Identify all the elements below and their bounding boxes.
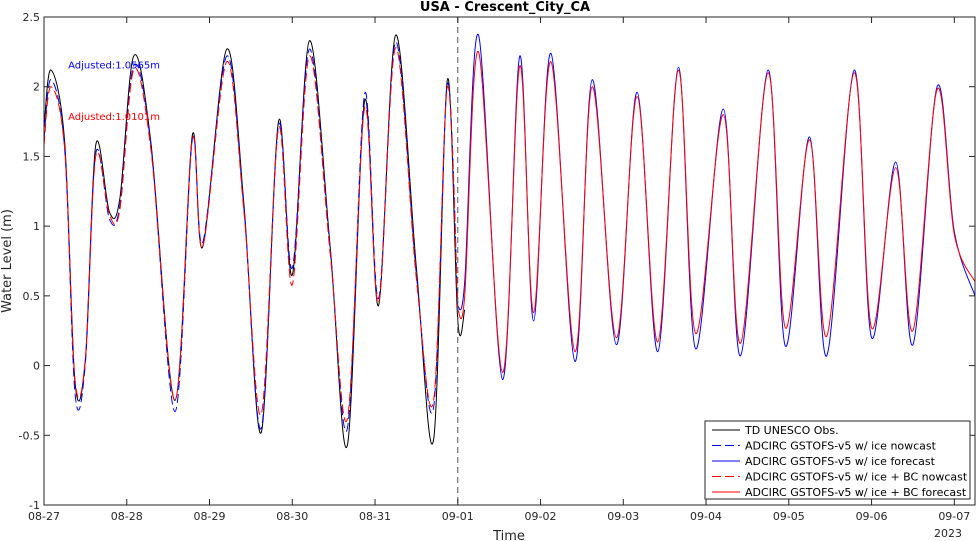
adjusted-annotation-1: Adjusted:1.0101m <box>68 112 160 123</box>
x-tick-label: 08-30 <box>276 510 308 523</box>
y-tick-label: -1 <box>29 499 40 512</box>
y-tick-label: 0 <box>33 360 40 373</box>
x-tick-label: 09-03 <box>607 510 639 523</box>
y-tick-label: 2 <box>33 81 40 94</box>
series-line-1 <box>44 41 459 432</box>
series-line-2 <box>457 34 975 381</box>
legend-entry: ADCIRC GSTOFS-v5 w/ ice + BC forecast <box>745 486 967 499</box>
series-line-0 <box>44 34 466 449</box>
series-line-4 <box>457 51 975 374</box>
y-axis-title: Water Level (m) <box>0 209 15 313</box>
x-tick-label: 08-29 <box>194 510 226 523</box>
legend: TD UNESCO Obs. ADCIRC GSTOFS-v5 w/ ice no… <box>704 420 971 500</box>
legend-box <box>704 420 971 500</box>
x-tick-label: 09-05 <box>773 510 805 523</box>
legend-entry: ADCIRC GSTOFS-v5 w/ ice forecast <box>745 455 936 468</box>
year-label: 2023 <box>934 527 962 540</box>
legend-entry: ADCIRC GSTOFS-v5 w/ ice nowcast <box>745 440 937 453</box>
x-tick-label: 08-27 <box>28 510 60 523</box>
series-layer <box>44 34 975 449</box>
y-tick-label: 2.5 <box>23 11 41 24</box>
adjusted-annotation-0: Adjusted:1.0565m <box>68 61 160 72</box>
y-tick-label: 1.5 <box>23 150 41 163</box>
y-tick-label: 1 <box>33 220 40 233</box>
legend-entry: ADCIRC GSTOFS-v5 w/ ice + BC nowcast <box>745 471 968 484</box>
x-tick-label: 08-31 <box>359 510 391 523</box>
y-axis-ticks: -1 -0.5 0 0.5 1 1.5 2 2.5 <box>19 11 975 512</box>
plot-area-frame <box>43 16 976 506</box>
x-tick-label: 09-06 <box>856 510 888 523</box>
x-tick-label: 09-01 <box>442 510 474 523</box>
x-axis-ticks: 08-27 08-28 08-29 08-30 08-31 09-01 09-02 09-03… <box>28 17 970 523</box>
x-tick-label: 09-04 <box>690 510 722 523</box>
chart-title: USA - Crescent_City_CA <box>420 0 590 15</box>
legend-entry: TD UNESCO Obs. <box>744 424 839 437</box>
series-line-3 <box>44 47 459 423</box>
y-tick-label: -0.5 <box>19 429 40 442</box>
y-tick-label: 0.5 <box>23 290 41 303</box>
x-tick-label: 09-07 <box>938 510 970 523</box>
x-axis-title: Time <box>492 529 525 541</box>
annotations: Adjusted:1.0565m Adjusted:1.0101m <box>68 61 160 124</box>
x-tick-label: 08-28 <box>111 510 143 523</box>
x-tick-label: 09-02 <box>525 510 557 523</box>
